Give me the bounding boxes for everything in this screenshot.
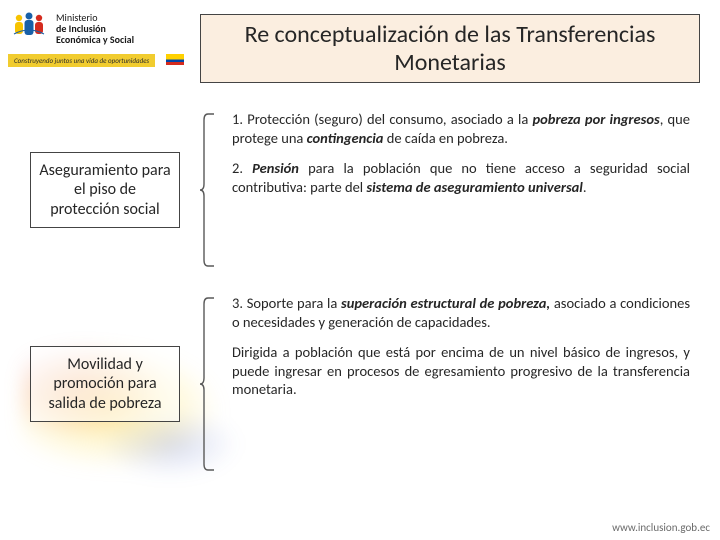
section-row: Aseguramiento para el piso de protección… — [0, 110, 720, 270]
section-body: 1. Protección (seguro) del consumo, asoc… — [218, 110, 720, 270]
footer-url: www.inclusion.gob.ec — [612, 521, 710, 534]
section-paragraph: Dirigida a población que está por encima… — [232, 343, 690, 399]
section-label-box: Movilidad y promoción para salida de pob… — [30, 346, 180, 422]
section-paragraph: 1. Protección (seguro) del consumo, asoc… — [232, 110, 690, 147]
page-title: Re conceptualización de las Transferenci… — [200, 14, 700, 83]
section-label-box: Aseguramiento para el piso de protección… — [30, 152, 180, 228]
flag-icon — [166, 54, 184, 65]
tagline: Construyendo juntos una vida de oportuni… — [8, 54, 155, 67]
bracket-icon — [200, 294, 218, 474]
ministry-logo-icon — [8, 8, 50, 50]
ministry-name: Ministerio de Inclusión Económica y Soci… — [56, 8, 134, 45]
section-paragraph: 2. Pensión para la población que no tien… — [232, 159, 690, 196]
ministry-line3: Económica y Social — [56, 34, 134, 45]
section-label-col: Movilidad y promoción para salida de pob… — [0, 294, 200, 474]
content: Aseguramiento para el piso de protección… — [0, 110, 720, 498]
section-row: Movilidad y promoción para salida de pob… — [0, 294, 720, 474]
section-paragraph: 3. Soporte para la superación estructura… — [232, 294, 690, 331]
bracket-icon — [200, 110, 218, 270]
header: Ministerio de Inclusión Económica y Soci… — [8, 8, 134, 50]
section-label-col: Aseguramiento para el piso de protección… — [0, 110, 200, 270]
section-body: 3. Soporte para la superación estructura… — [218, 294, 720, 474]
